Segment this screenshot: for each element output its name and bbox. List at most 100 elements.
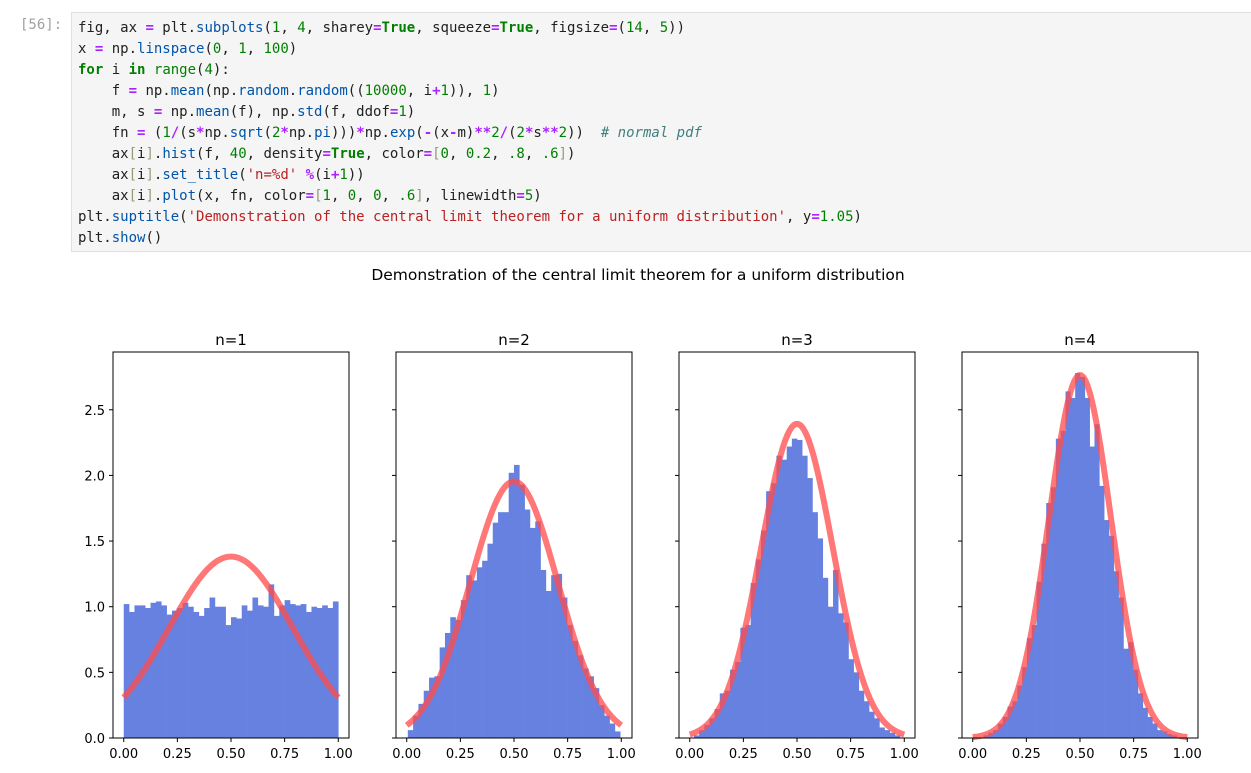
histogram-bar [332, 601, 339, 738]
histogram-bar [413, 715, 419, 738]
code-token: plt. [78, 230, 112, 246]
normal-pdf-line [121, 553, 341, 700]
histogram-bar [524, 509, 531, 738]
histogram-bar [598, 705, 605, 738]
histogram-bar [884, 730, 890, 738]
x-tick-label: 1.00 [890, 747, 919, 762]
code-token: , y [786, 209, 812, 225]
histogram-bar [1070, 397, 1076, 738]
histogram-bar [771, 483, 777, 738]
histogram-bar [466, 575, 472, 738]
code-token: (s [179, 125, 197, 141]
histogram-bar [760, 530, 767, 738]
code-token: 5 [524, 188, 534, 204]
code-token: exp [390, 125, 416, 141]
histogram-bar [724, 690, 731, 738]
histogram-bar [311, 606, 318, 738]
x-tick-label: 0.25 [1012, 747, 1041, 762]
histogram-bar [1142, 707, 1148, 738]
histogram-bar [540, 569, 547, 738]
histogram-bar [434, 676, 440, 738]
code-token: i [103, 62, 129, 78]
code-editor[interactable]: fig, ax = plt.subplots(1, 4, sharey=True… [78, 18, 862, 249]
histogram-bar [1060, 430, 1066, 738]
code-token: ] [145, 167, 154, 183]
histogram-bar [853, 672, 860, 738]
code-token: - [423, 125, 433, 141]
code-line: ax[i].hist(f, 40, density=True, color=[0… [78, 144, 862, 165]
histogram-bar [1128, 642, 1134, 738]
histogram-bar [833, 569, 839, 738]
histogram-bar [1007, 706, 1013, 738]
histogram-bar [583, 668, 589, 738]
x-tick-label: 0.75 [836, 747, 865, 762]
x-tick-label: 0.25 [446, 747, 475, 762]
histogram-bar [827, 606, 834, 738]
code-token: )) [668, 20, 685, 36]
code-token: () [145, 230, 163, 246]
histogram-bar [604, 715, 610, 738]
histogram-bar [322, 605, 328, 738]
histogram-bar [161, 605, 167, 738]
code-token: 5 [659, 20, 669, 36]
code-token: (f, ddof [322, 104, 390, 120]
histogram-bar [704, 724, 710, 738]
code-token: (np. [204, 83, 239, 99]
histogram-bar [1026, 638, 1033, 738]
histogram-bar [848, 659, 854, 738]
code-token: np. [364, 125, 390, 141]
code-token: ** [541, 125, 559, 141]
code-token: m, s [78, 104, 154, 120]
code-token: 0 [440, 146, 449, 162]
code-token: random [238, 83, 289, 99]
histogram-bar [263, 606, 269, 738]
code-token: 1 [238, 41, 247, 57]
panel-title: n=1 [215, 331, 247, 349]
y-tick-label: 2.0 [84, 469, 105, 484]
code-token: show [111, 230, 146, 246]
code-token: 0.2 [465, 146, 492, 162]
code-token: 1 [339, 167, 348, 183]
histogram-bar [1046, 502, 1052, 738]
x-tick-label: 0.00 [109, 747, 138, 762]
histogram-bar [155, 601, 162, 738]
code-token: , [356, 188, 374, 204]
code-token: . [288, 83, 298, 99]
code-token: .6 [398, 188, 416, 204]
x-tick-label: 0.00 [392, 747, 421, 762]
histogram-bar [889, 732, 896, 738]
histogram-bar [1137, 693, 1144, 738]
code-token: ) [406, 104, 416, 120]
histogram-bar [614, 731, 621, 738]
histogram-bar [1022, 667, 1028, 738]
code-token: (f), np. [229, 104, 298, 120]
histogram-bar [508, 472, 515, 738]
histogram-bar [231, 617, 237, 738]
code-cell[interactable]: fig, ax = plt.subplots(1, 4, sharey=True… [71, 12, 1251, 252]
cell-prompt: [56]: [20, 17, 63, 33]
histogram-bar [1012, 701, 1018, 738]
histogram-bar [257, 605, 264, 738]
histogram-bar [145, 608, 151, 738]
code-token: + [432, 83, 441, 99]
panel-title: n=4 [1064, 331, 1096, 349]
code-token: x [78, 41, 95, 57]
histogram-bar [295, 605, 302, 738]
code-line: x = np.linspace(0, 1, 100) [78, 39, 862, 60]
histogram-bar [735, 661, 741, 738]
code-token: = [322, 146, 331, 162]
x-tick-label: 0.25 [163, 747, 192, 762]
histogram-bar [1055, 438, 1061, 738]
code-token: i [137, 167, 146, 183]
code-token: , [642, 20, 660, 36]
code-token: = [491, 20, 500, 36]
histogram-bar [1002, 716, 1008, 738]
code-token: . [153, 146, 163, 162]
code-token: suptitle [111, 209, 180, 225]
code-token: = [373, 20, 382, 36]
normal-pdf-line [688, 420, 906, 738]
code-token: .6 [541, 146, 559, 162]
code-token: ( [263, 125, 272, 141]
code-token: / [499, 125, 509, 141]
code-token: ] [145, 188, 154, 204]
